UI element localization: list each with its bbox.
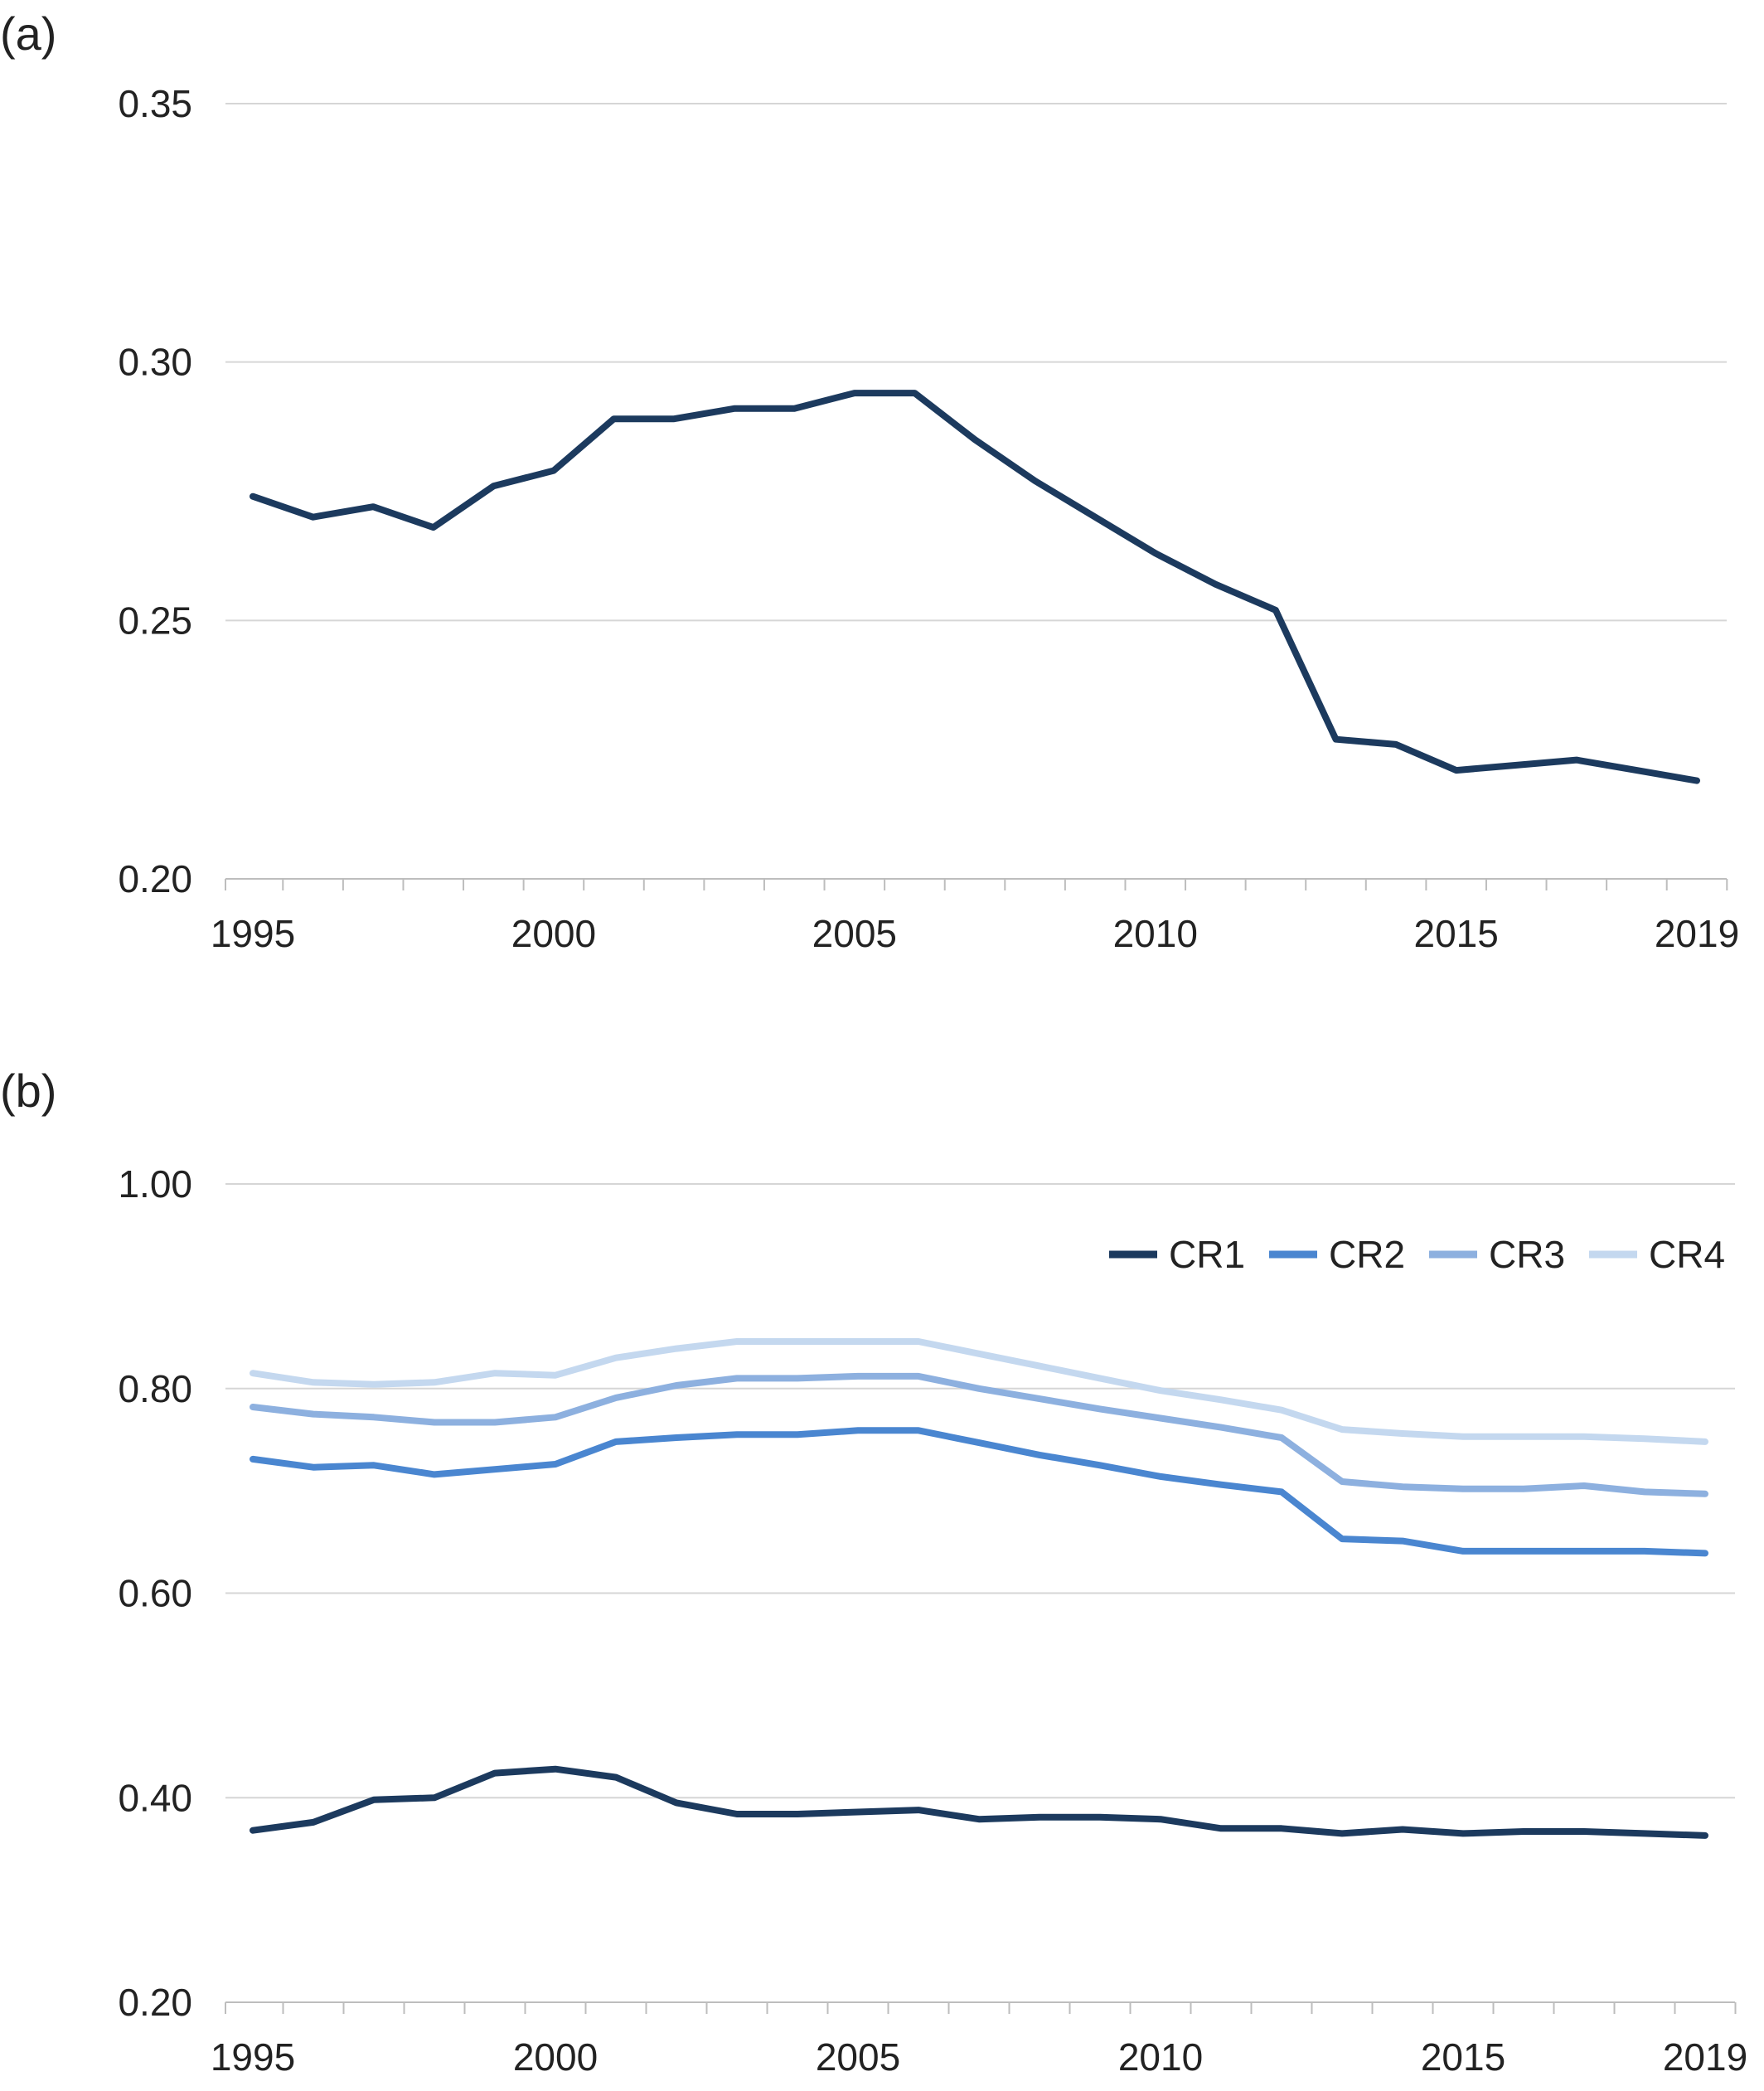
legend: CR1 CR2 CR3 CR4 [1109, 1233, 1725, 1276]
y-tick-label: 0.35 [118, 82, 192, 125]
panel-label: (b) [0, 1065, 56, 1117]
x-tick-label: 2019 [1663, 2035, 1747, 2079]
panel-label: (a) [0, 7, 56, 60]
y-tick-label: 0.40 [118, 1776, 192, 1819]
x-tick-label: 2019 [1655, 912, 1739, 955]
x-tick-label: 2005 [812, 912, 897, 955]
legend-label-cr2: CR2 [1329, 1233, 1405, 1276]
x-tick-label: 2005 [816, 2035, 900, 2079]
series-line-cr2 [250, 1427, 1708, 1557]
x-tick-label: 2015 [1413, 912, 1498, 955]
series-line-main [250, 390, 1700, 784]
x-tick-label: 2000 [511, 912, 596, 955]
series-line-cr4 [250, 1338, 1708, 1445]
series-line-cr1 [250, 1765, 1708, 1839]
chart-panel-a: (a) 0.20 0.25 0.30 0.35 1995 2000 2005 2010 2015 2… [0, 7, 1739, 955]
y-tick-label: 0.20 [118, 857, 192, 900]
y-tick-label: 1.00 [118, 1162, 192, 1206]
x-tick-label: 1995 [211, 912, 295, 955]
chart-panel-b: (b) 0.20 0.40 0.60 0.80 1.00 1995 2000 2005 2010 2… [0, 1065, 1747, 2079]
y-tick-label: 0.60 [118, 1572, 192, 1615]
y-tick-label: 0.20 [118, 1981, 192, 2024]
x-tick-label: 2010 [1118, 2035, 1203, 2079]
y-tick-label: 0.80 [118, 1367, 192, 1410]
legend-label-cr3: CR3 [1489, 1233, 1565, 1276]
y-tick-label: 0.30 [118, 341, 192, 384]
x-tick-label: 2010 [1113, 912, 1198, 955]
x-tick-label: 1995 [211, 2035, 295, 2079]
series-line-cr3 [250, 1372, 1708, 1497]
x-tick-label: 2000 [513, 2035, 598, 2079]
y-tick-label: 0.25 [118, 599, 192, 642]
legend-label-cr1: CR1 [1169, 1233, 1245, 1276]
x-tick-label: 2015 [1421, 2035, 1505, 2079]
legend-label-cr4: CR4 [1649, 1233, 1725, 1276]
